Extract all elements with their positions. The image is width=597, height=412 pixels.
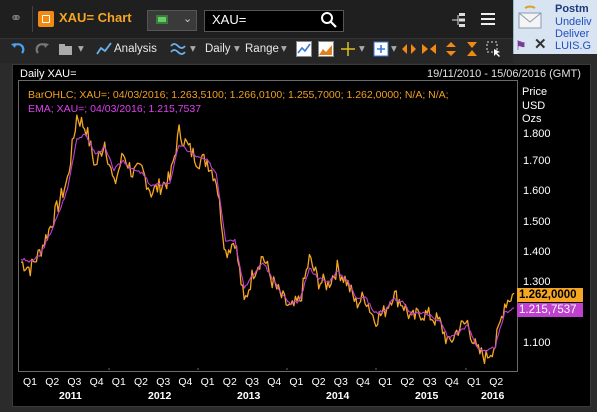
chevron-down-icon[interactable]: ▾ — [281, 43, 287, 55]
x-quarter-label: Q1 — [111, 376, 126, 388]
notification-line: Deliver — [555, 28, 590, 40]
undo-icon[interactable] — [10, 41, 26, 57]
axis-title-line: Price — [522, 86, 548, 98]
ohlc-legend: BarOHLC; XAU=; 04/03/2016; 1.263,5100; 1… — [28, 89, 449, 101]
chart-app-icon — [38, 11, 54, 27]
date-range: 19/11/2010 - 15/06/2016 (GMT) — [427, 68, 581, 80]
range-dropdown[interactable]: Range — [245, 43, 279, 55]
x-year-label: 2011 — [59, 390, 82, 402]
flag-icon[interactable]: ⚑ — [515, 38, 527, 53]
chevron-down-icon[interactable]: ▾ — [78, 43, 84, 55]
price-chart[interactable] — [19, 81, 516, 370]
menu-icon[interactable] — [480, 12, 496, 26]
y-axis-title: Price USD Ozs — [522, 86, 547, 127]
mail-icon — [518, 5, 542, 29]
chevron-down-icon[interactable]: ▾ — [234, 43, 240, 55]
analysis-icon[interactable] — [96, 41, 112, 57]
x-quarter-label: Q4 — [89, 376, 104, 388]
scroll-left-right-icon[interactable] — [401, 41, 417, 57]
analysis-menu-button[interactable]: Analysis — [114, 43, 157, 55]
y-tick-label: 1.600 — [523, 185, 551, 197]
y-tick-label: 1.400 — [523, 246, 551, 258]
x-quarter-label: Q4 — [356, 376, 371, 388]
notification-line: LUIS.G — [555, 40, 592, 52]
chart-title: Daily XAU= — [20, 68, 77, 80]
x-quarter-label: Q1 — [467, 376, 482, 388]
y-tick-label: 1.100 — [523, 337, 551, 349]
x-quarter-label: Q3 — [333, 376, 348, 388]
search-input[interactable] — [204, 10, 344, 32]
chevron-down-icon[interactable]: ▾ — [190, 43, 196, 55]
x-year-label: 2014 — [326, 390, 350, 402]
y-tick-label: 1.800 — [523, 128, 551, 140]
x-quarter-label: Q3 — [67, 376, 82, 388]
last-price-label: 1.262,0000 — [517, 288, 583, 302]
chart-toolbar — [0, 38, 513, 63]
folder-icon[interactable] — [58, 41, 74, 57]
divider — [32, 6, 33, 32]
last-ema-label: 1.215,7537 — [517, 303, 583, 317]
color-swatch-icon — [156, 15, 168, 24]
x-quarter-label: Q1 — [289, 376, 304, 388]
color-dropdown[interactable] — [147, 10, 197, 31]
x-quarter-label: Q3 — [245, 376, 260, 388]
zoom-x-icon[interactable] — [421, 41, 437, 57]
chevron-down-icon[interactable]: ▾ — [359, 43, 365, 55]
select-arrow-icon[interactable] — [486, 41, 502, 57]
notification-line: Undeliv — [555, 16, 592, 28]
axis-title-line: Ozs — [522, 113, 542, 125]
area-chart-icon[interactable] — [318, 41, 334, 57]
y-tick-label: 1.700 — [523, 155, 551, 167]
notification-title: Postm — [555, 3, 589, 15]
interval-dropdown[interactable]: Daily — [205, 43, 231, 55]
ema-legend: EMA; XAU=; 04/03/2016; 1.215,7537 — [28, 103, 202, 115]
axis-title-line: USD — [522, 99, 546, 112]
wave-icon[interactable] — [170, 41, 186, 57]
x-quarter-label: Q4 — [444, 376, 459, 388]
x-quarter-label: Q3 — [422, 376, 437, 388]
zoom-box-icon[interactable] — [373, 41, 389, 57]
window-title: XAU= Chart — [59, 10, 132, 25]
ema-series-line — [20, 133, 515, 353]
chevron-down-icon[interactable]: ⌄ — [183, 13, 193, 25]
x-year-label: 2013 — [237, 390, 261, 402]
x-quarter-label: Q2 — [400, 376, 415, 388]
x-quarter-label: Q2 — [45, 376, 60, 388]
x-quarter-label: Q3 — [156, 376, 171, 388]
x-quarter-label: Q4 — [267, 376, 282, 388]
y-tick-label: 1.500 — [523, 216, 551, 228]
chevron-down-icon[interactable]: ▾ — [391, 43, 397, 55]
y-tick-label: 1.300 — [523, 276, 551, 288]
search-input-value[interactable]: XAU= — [212, 12, 247, 27]
zoom-y-icon[interactable] — [464, 41, 480, 57]
scroll-up-down-icon[interactable] — [443, 41, 459, 57]
x-year-label: 2012 — [148, 390, 172, 402]
x-year-label: 2015 — [415, 390, 439, 402]
close-icon[interactable]: ✕ — [534, 36, 547, 53]
line-chart-icon[interactable] — [296, 41, 312, 57]
x-quarter-label: Q2 — [489, 376, 504, 388]
tree-icon[interactable] — [450, 13, 466, 27]
x-quarter-label: Q2 — [311, 376, 326, 388]
x-quarter-label: Q1 — [378, 376, 393, 388]
x-quarter-label: Q1 — [200, 376, 215, 388]
x-quarter-label: Q2 — [222, 376, 237, 388]
search-icon[interactable] — [320, 11, 338, 29]
redo-icon[interactable] — [34, 41, 50, 57]
crosshair-icon[interactable] — [340, 41, 356, 57]
x-quarter-label: Q2 — [134, 376, 149, 388]
price-series-line — [20, 114, 515, 365]
x-quarter-label: Q4 — [178, 376, 193, 388]
link-icon[interactable]: ⚭ — [9, 10, 23, 27]
x-quarter-label: Q1 — [23, 376, 38, 388]
x-year-label: 2016 — [481, 390, 505, 402]
